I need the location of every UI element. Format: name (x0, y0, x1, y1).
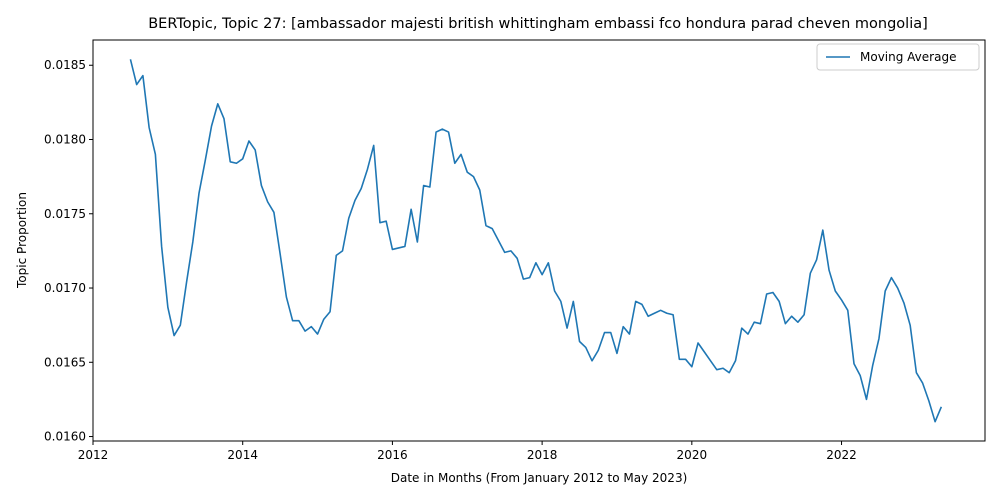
series-line-moving-average (129, 59, 943, 423)
y-axis-ticks: 0.0160 0.0165 0.0170 0.0175 0.0180 0.0185 (44, 58, 93, 444)
legend-entry-label: Moving Average (860, 50, 956, 64)
y-tick-label: 0.0160 (44, 430, 86, 444)
y-tick-label: 0.0170 (44, 281, 86, 295)
series-layer (129, 59, 943, 423)
legend-box (816, 43, 980, 71)
x-tick-label: 2016 (377, 448, 408, 462)
x-tick-label: 2012 (78, 448, 109, 462)
y-tick-label: 0.0180 (44, 133, 86, 147)
x-tick-label: 2018 (527, 448, 558, 462)
x-tick-label: 2014 (227, 448, 258, 462)
y-tick-label: 0.0175 (44, 207, 86, 221)
x-axis-ticks: 2012 2014 2016 2018 2020 2022 (78, 441, 857, 462)
x-tick-label: 2020 (677, 448, 708, 462)
x-tick-label: 2022 (826, 448, 857, 462)
y-tick-label: 0.0185 (44, 58, 86, 72)
legend: Moving Average (816, 43, 980, 71)
plot-frame (92, 39, 986, 442)
y-tick-label: 0.0165 (44, 355, 86, 369)
plot-area (93, 40, 985, 441)
chart-title: BERTopic, Topic 27: [ambassador majesti … (148, 16, 928, 32)
x-axis-label: Date in Months (From January 2012 to May… (391, 471, 688, 485)
y-axis-label: Topic Proportion (15, 192, 29, 289)
